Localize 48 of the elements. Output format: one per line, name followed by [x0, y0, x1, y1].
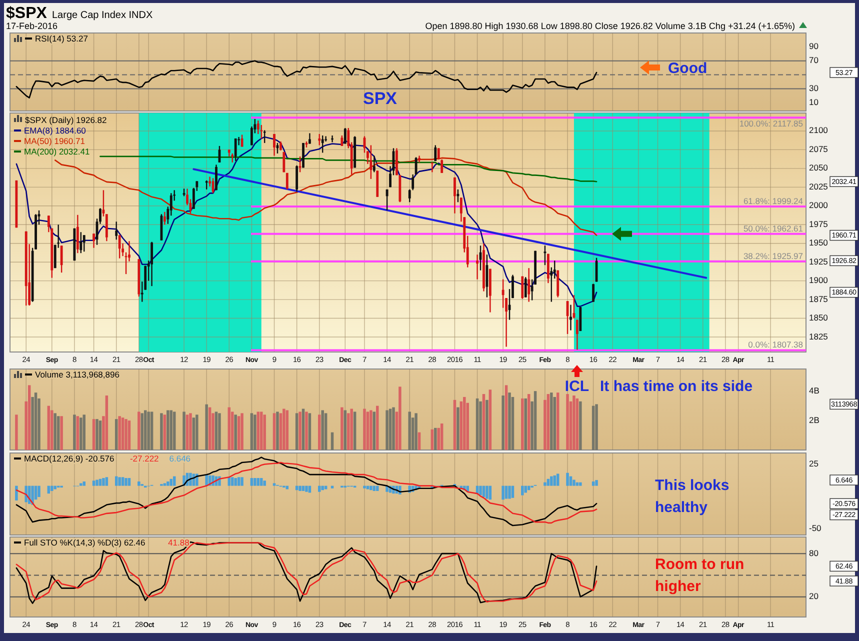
y-tick-label: 2050: [809, 162, 828, 173]
annotation: It has time on its side: [600, 378, 753, 395]
annotation: Room to run higher: [655, 556, 744, 595]
series-label: Volume 3,113,968,896: [35, 370, 120, 380]
y-tick-label: 10: [809, 96, 819, 107]
text: -27.222: [130, 454, 160, 464]
text: Open 1898.80 High 1930.68 Low 1898.80 Close 1926.82 Volume 3.1B Chg +31.24 (+1.65%): [425, 21, 795, 31]
ref-line-label: 38.2%: 1925.97: [743, 250, 804, 261]
y-tick-label: 2000: [809, 200, 828, 210]
text: Large Cap Index INDX: [52, 10, 153, 21]
legend-label: MACD(12,26,9) -20.576: [24, 454, 115, 464]
annotation: Good: [668, 60, 708, 77]
legend-label: MA(200) 2032.41: [24, 146, 90, 156]
y-tick-label: 2075: [809, 144, 828, 154]
y-tick-label: 4B: [809, 385, 820, 396]
y-tick-label: 2B: [809, 414, 820, 425]
y-tick-label: 70: [809, 55, 819, 66]
annotation: SPX: [362, 89, 398, 108]
annotation: ICL: [564, 378, 590, 395]
chart-title: $SPX: [6, 5, 48, 22]
legend-label: RSI(14) 53.27: [35, 34, 88, 44]
text: $SPX (Daily) 1926.82: [25, 115, 108, 125]
y-tick-label: 1850: [809, 312, 828, 323]
y-tick-label: 80: [809, 548, 819, 558]
y-tick-label: 2100: [809, 125, 828, 136]
annotation: This looks healthy: [655, 477, 730, 516]
ref-line-label: 0.0%: 1807.38: [748, 340, 804, 350]
legend-label: EMA(8) 1884.60: [24, 126, 86, 136]
legend-label: MA(50) 1960.71: [24, 136, 86, 146]
ref-line-label: 50.0%: 1962.61: [743, 223, 804, 234]
y-tick-label: 1825: [809, 331, 828, 342]
legend-label: Full STO %K(14,3) %D(3) 62.46: [24, 538, 146, 548]
y-tick-label: 25: [809, 458, 819, 468]
y-tick-label: -50: [809, 523, 822, 534]
y-tick-label: 1975: [809, 218, 828, 229]
y-tick-label: 1950: [809, 238, 828, 248]
ref-line-label: 61.8%: 1999.24: [743, 196, 804, 206]
series-label: 41.88: [168, 538, 190, 548]
ref-line-label: 100.0%: 2117.85: [739, 118, 804, 129]
y-tick-label: 1900: [809, 275, 828, 286]
y-tick-label: 20: [809, 591, 819, 602]
y-tick-label: 1875: [809, 294, 828, 304]
series-label: 6.646: [169, 454, 191, 464]
y-tick-label: 90: [809, 41, 819, 52]
y-tick-label: 1925: [809, 256, 828, 266]
y-tick-label: 30: [809, 82, 819, 93]
y-tick-label: 2025: [809, 181, 828, 192]
chart-subtitle: 17-Feb-2016: [6, 21, 58, 31]
